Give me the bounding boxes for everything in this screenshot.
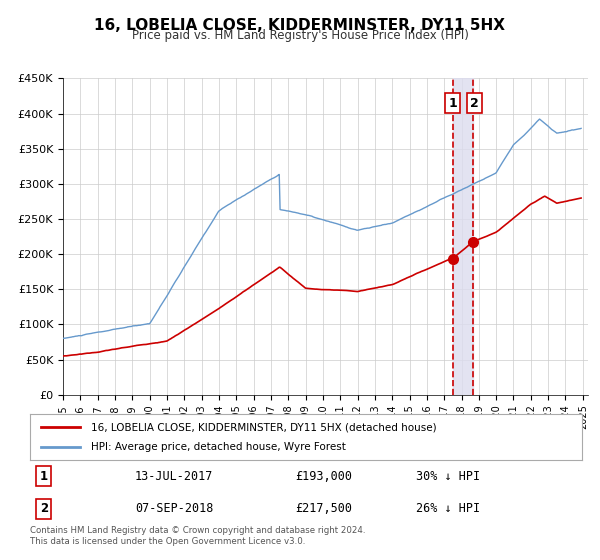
- Text: Contains HM Land Registry data © Crown copyright and database right 2024.
This d: Contains HM Land Registry data © Crown c…: [30, 526, 365, 546]
- Text: 07-SEP-2018: 07-SEP-2018: [135, 502, 213, 516]
- Text: 30% ↓ HPI: 30% ↓ HPI: [416, 469, 481, 483]
- Text: 1: 1: [448, 96, 457, 110]
- Text: 16, LOBELIA CLOSE, KIDDERMINSTER, DY11 5HX (detached house): 16, LOBELIA CLOSE, KIDDERMINSTER, DY11 5…: [91, 422, 436, 432]
- Text: £217,500: £217,500: [295, 502, 352, 516]
- Text: 16, LOBELIA CLOSE, KIDDERMINSTER, DY11 5HX: 16, LOBELIA CLOSE, KIDDERMINSTER, DY11 5…: [95, 18, 505, 33]
- Bar: [454, 78, 473, 395]
- Text: Price paid vs. HM Land Registry's House Price Index (HPI): Price paid vs. HM Land Registry's House …: [131, 29, 469, 42]
- Text: 2: 2: [470, 96, 479, 110]
- Text: 1: 1: [40, 469, 48, 483]
- Text: HPI: Average price, detached house, Wyre Forest: HPI: Average price, detached house, Wyre…: [91, 442, 346, 452]
- Text: 26% ↓ HPI: 26% ↓ HPI: [416, 502, 481, 516]
- Text: £193,000: £193,000: [295, 469, 352, 483]
- Text: 2: 2: [40, 502, 48, 516]
- Text: 13-JUL-2017: 13-JUL-2017: [135, 469, 213, 483]
